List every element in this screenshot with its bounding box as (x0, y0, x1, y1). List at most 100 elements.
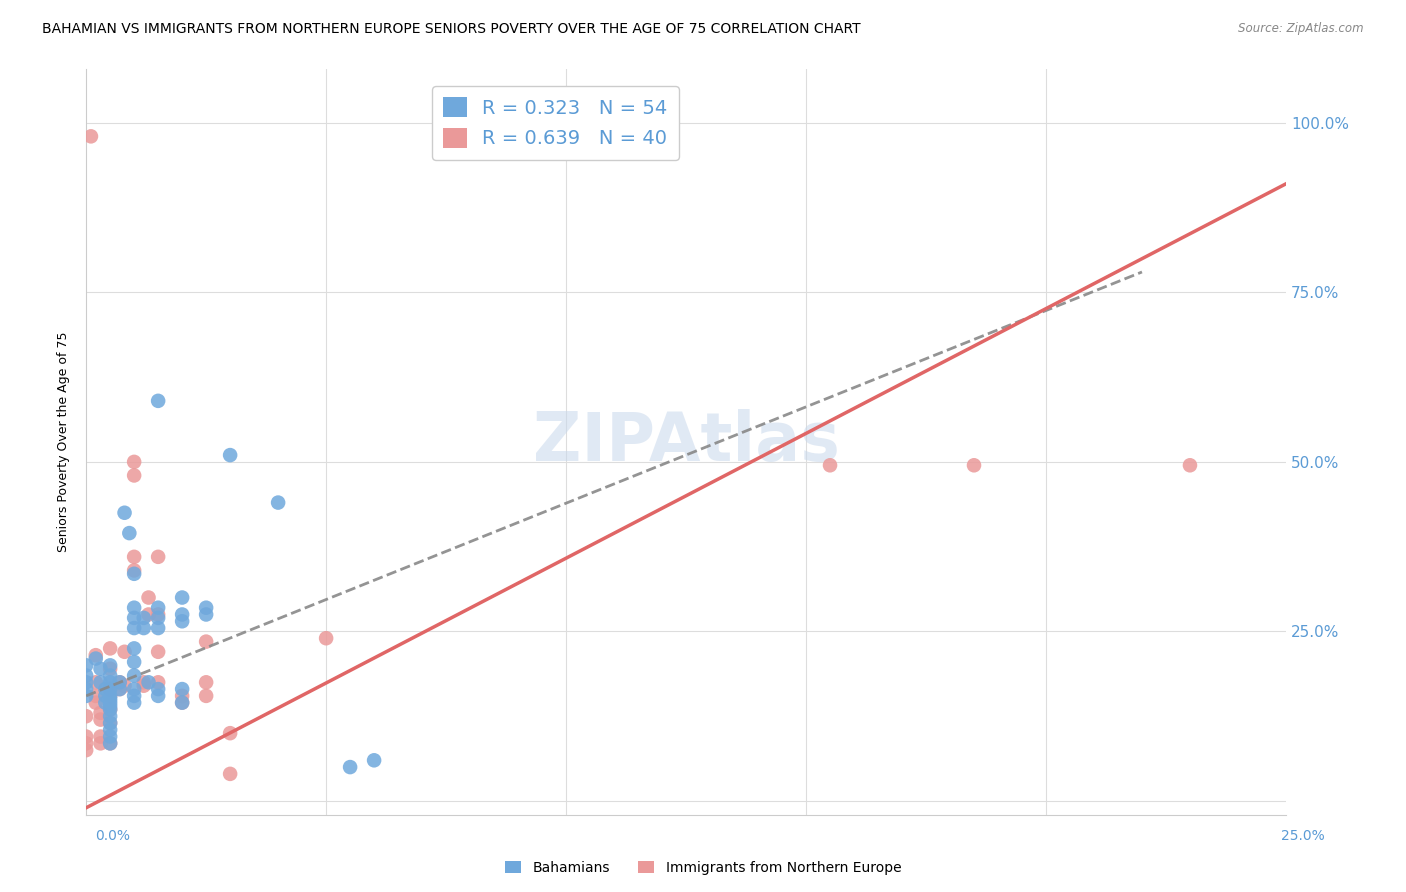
Point (90, 730, 112, 744)
Point (603, 133, 626, 147)
Legend: Bahamians, Immigrants from Northern Europe: Bahamians, Immigrants from Northern Euro… (499, 855, 907, 880)
Point (146, 645, 169, 659)
Point (146, 611, 169, 625)
Point (114, 645, 136, 659)
Point (75, 689, 97, 703)
Text: Source: ZipAtlas.com: Source: ZipAtlas.com (1239, 22, 1364, 36)
Point (132, 675, 155, 690)
Point (98, 675, 121, 690)
Legend: R = 0.323   N = 54, R = 0.639   N = 40: R = 0.323 N = 54, R = 0.639 N = 40 (432, 86, 679, 160)
Point (172, 607, 194, 622)
Point (98, 716, 121, 731)
Point (172, 689, 194, 703)
Point (122, 468, 145, 483)
Point (75, 743, 97, 757)
Point (1178, 458, 1201, 473)
Point (98, 730, 121, 744)
Point (84, 648, 107, 663)
Point (98, 658, 121, 673)
Point (122, 621, 145, 635)
Point (963, 458, 986, 473)
Point (98, 736, 121, 750)
Point (118, 526, 141, 541)
Point (75, 736, 97, 750)
Point (75, 668, 97, 682)
Point (98, 689, 121, 703)
Text: 0.0%: 0.0% (96, 830, 131, 843)
Point (98, 692, 121, 706)
Point (138, 591, 160, 605)
Point (98, 716, 121, 731)
Point (75, 682, 97, 697)
Point (98, 662, 121, 676)
Point (172, 696, 194, 710)
Point (98, 709, 121, 723)
Point (94, 696, 117, 710)
Point (94, 689, 117, 703)
Point (122, 549, 145, 564)
Point (98, 668, 121, 682)
Point (146, 393, 169, 408)
Point (146, 607, 169, 622)
Text: ZIPAtlas: ZIPAtlas (533, 409, 839, 475)
Point (122, 668, 145, 682)
Point (122, 682, 145, 697)
Point (267, 495, 290, 509)
Point (122, 689, 145, 703)
Point (172, 614, 194, 628)
Point (98, 641, 121, 656)
Point (818, 458, 841, 473)
Point (98, 702, 121, 716)
Point (122, 655, 145, 669)
Point (90, 713, 112, 727)
Point (132, 679, 155, 693)
Point (195, 607, 218, 622)
Point (90, 736, 112, 750)
Point (195, 689, 218, 703)
Point (98, 702, 121, 716)
Point (80, 129, 103, 144)
Point (114, 679, 136, 693)
Point (108, 675, 131, 690)
Point (315, 631, 337, 645)
Point (98, 682, 121, 697)
Point (94, 682, 117, 697)
Point (98, 689, 121, 703)
Y-axis label: Seniors Poverty Over the Age of 75: Seniors Poverty Over the Age of 75 (58, 331, 70, 552)
Point (122, 566, 145, 581)
Point (98, 736, 121, 750)
Point (339, 760, 361, 774)
Point (122, 563, 145, 577)
Point (219, 448, 242, 462)
Point (84, 696, 107, 710)
Point (146, 621, 169, 635)
Text: 25.0%: 25.0% (1281, 830, 1324, 843)
Point (138, 607, 160, 622)
Point (90, 706, 112, 720)
Point (84, 689, 107, 703)
Point (132, 621, 155, 635)
Point (98, 723, 121, 737)
Point (195, 675, 218, 690)
Point (195, 600, 218, 615)
Point (172, 682, 194, 697)
Point (172, 591, 194, 605)
Point (122, 611, 145, 625)
Point (122, 455, 145, 469)
Point (90, 675, 112, 690)
Point (138, 675, 160, 690)
Point (108, 682, 131, 697)
Point (132, 611, 155, 625)
Point (146, 682, 169, 697)
Point (75, 658, 97, 673)
Point (219, 726, 242, 740)
Point (108, 675, 131, 690)
Point (90, 662, 112, 676)
Point (122, 696, 145, 710)
Point (219, 767, 242, 781)
Point (122, 641, 145, 656)
Point (146, 600, 169, 615)
Point (114, 506, 136, 520)
Point (98, 682, 121, 697)
Point (84, 675, 107, 690)
